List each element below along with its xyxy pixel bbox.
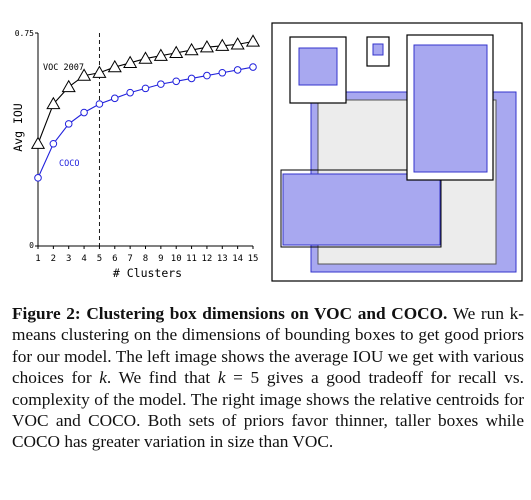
x-axis-label: # Clusters (113, 266, 182, 280)
x-tick-label: 6 (112, 254, 117, 264)
voc-point (107, 59, 122, 73)
x-tick-label: 3 (66, 254, 71, 264)
caption-body-3: gives a good tradeoff for recall vs. com… (12, 368, 524, 452)
figure-caption: Figure 2: Clustering box dimensions on V… (12, 303, 524, 453)
x-tick-label: 7 (127, 254, 132, 264)
voc-point (138, 51, 153, 64)
x-tick-label: 11 (186, 254, 197, 264)
voc-point (92, 65, 107, 78)
voc-point (61, 79, 76, 93)
x-tick-label: 14 (232, 254, 243, 264)
x-tick-label: 5 (97, 254, 102, 264)
caption-body-2: . We find that (106, 368, 211, 388)
voc-point (46, 96, 61, 110)
coco-point (34, 174, 42, 182)
voc-point (230, 37, 245, 50)
caption-body-1: We run k-means clustering on the dimensi… (12, 304, 524, 388)
voc-point (30, 136, 46, 149)
coco-box-small (372, 43, 384, 56)
coco-point (157, 80, 165, 88)
caption-label: Figure 2: (12, 304, 81, 323)
coco-point (218, 68, 227, 77)
centroids-diagram (271, 22, 523, 282)
x-tick-label: 15 (248, 254, 259, 264)
voc-point (215, 38, 230, 51)
caption-equation: = 5 (233, 368, 260, 388)
x-tick-label: 10 (171, 254, 182, 264)
y-tick-label: 0 (29, 241, 34, 250)
x-tick-label: 12 (202, 254, 213, 264)
voc-point (77, 68, 92, 81)
voc-box-wide (280, 169, 442, 248)
y-tick-label: 0.75 (15, 29, 34, 38)
coco-point (249, 63, 257, 71)
coco-point (141, 84, 150, 93)
voc-point (153, 48, 168, 61)
voc-point (169, 45, 184, 59)
coco-point (64, 120, 73, 128)
voc-point (245, 34, 261, 47)
coco-point (110, 94, 119, 103)
coco-point (203, 71, 211, 80)
series-label-coco: COCO (59, 159, 79, 169)
x-tick-label: 2 (51, 254, 56, 264)
x-tick-label: 8 (143, 254, 148, 264)
caption-var-k-2: k (217, 368, 226, 388)
figure-2: 0.75 0 1 2 3 4 5 6 7 8 9 10 11 12 13 14 15 # Clusters Avg … (11, 22, 523, 282)
series-label-voc: VOC 2007 (43, 63, 84, 73)
caption-var-k-1: k (99, 368, 107, 388)
coco-box-tall (413, 44, 488, 173)
coco-point (187, 74, 196, 83)
coco-point (126, 88, 134, 97)
coco-point (80, 108, 88, 117)
caption-title: Clustering box dimensions on VOC and COC… (86, 304, 448, 323)
x-tick-label: 1 (35, 254, 40, 264)
x-tick-label: 13 (217, 254, 228, 264)
coco-point (233, 66, 242, 74)
coco-point (49, 139, 58, 148)
coco-box-medium (298, 47, 338, 86)
y-axis-label: Avg IOU (11, 103, 25, 152)
voc-point (184, 42, 199, 56)
voc-point (123, 55, 138, 68)
voc-point (199, 39, 214, 53)
x-tick-label: 9 (158, 254, 163, 264)
coco-point (172, 77, 181, 86)
coco-box-wide (282, 173, 441, 246)
x-tick-label: 4 (81, 254, 86, 264)
coco-point (95, 100, 104, 108)
